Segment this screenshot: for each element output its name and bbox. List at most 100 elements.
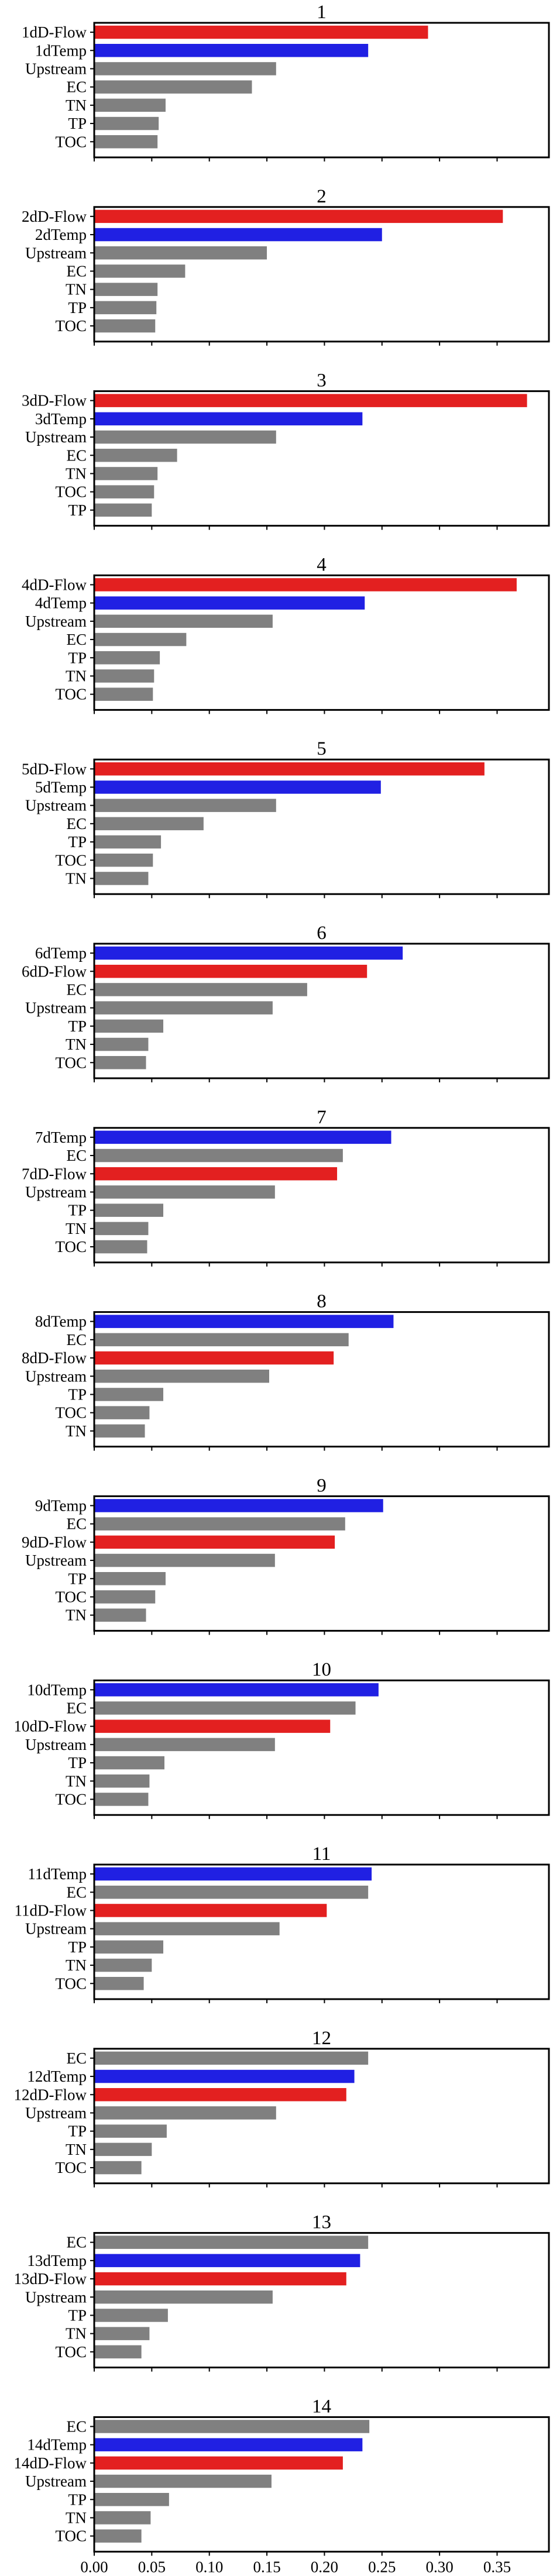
bar-tn — [94, 1037, 149, 1051]
panel-title: 7 — [317, 1107, 327, 1128]
bar-tn — [94, 2511, 151, 2525]
bar-4dd-flow — [94, 578, 517, 591]
category-label: Upstream — [25, 797, 87, 814]
category-label: EC — [66, 2234, 87, 2251]
category-label: TOC — [55, 1054, 87, 1071]
bar-tp — [94, 1203, 164, 1217]
bar-5dd-flow — [94, 762, 485, 776]
bar-6dd-flow — [94, 965, 367, 978]
category-label: EC — [66, 981, 87, 998]
category-label: EC — [66, 446, 87, 464]
panel-frame — [93, 1127, 550, 1264]
bar-toc — [94, 2529, 142, 2543]
bar-1dtemp — [94, 44, 369, 57]
category-label: 11dD-Flow — [14, 1901, 87, 1919]
category-label: TP — [68, 1754, 87, 1772]
category-label: Upstream — [25, 2288, 87, 2306]
bar-6dtemp — [94, 946, 403, 960]
panel-title: 6 — [317, 923, 327, 944]
category-label: TP — [68, 2306, 87, 2324]
bar-2dd-flow — [94, 209, 503, 223]
panel-title: 4 — [317, 554, 327, 575]
category-label: 1dTemp — [35, 42, 87, 59]
category-label: 7dD-Flow — [22, 1165, 87, 1182]
bar-1dd-flow — [94, 25, 428, 39]
category-label: TP — [68, 833, 87, 851]
category-label: TOC — [55, 1588, 87, 1605]
category-label: TP — [68, 2123, 87, 2140]
category-label: 13dD-Flow — [13, 2270, 87, 2288]
category-label: 10dD-Flow — [13, 1718, 87, 1735]
bar-upstream — [94, 1001, 273, 1014]
category-label: TP — [68, 1938, 87, 1956]
category-label: 8dTemp — [35, 1313, 87, 1330]
category-label: TN — [66, 2509, 87, 2526]
category-label: TN — [66, 97, 87, 114]
bar-ec — [94, 1886, 369, 1899]
category-label: TN — [66, 1772, 87, 1790]
category-label: TN — [66, 1607, 87, 1624]
bar-toc — [94, 854, 153, 867]
category-label: Upstream — [25, 1183, 87, 1201]
x-tick-label: 0.05 — [138, 2558, 166, 2575]
category-label: 5dD-Flow — [22, 760, 87, 778]
category-label: TOC — [55, 2159, 87, 2176]
panel-frame — [93, 2416, 550, 2553]
category-label: TN — [66, 1220, 87, 1237]
category-label: 6dD-Flow — [22, 962, 87, 980]
category-label: TP — [68, 299, 87, 317]
panel-frame — [93, 1679, 550, 1816]
bar-tn — [94, 2327, 150, 2340]
category-label: TOC — [55, 1790, 87, 1808]
x-tick-label: 0.15 — [253, 2558, 280, 2575]
category-label: TN — [66, 667, 87, 685]
category-label: TP — [68, 115, 87, 132]
bar-11dtemp — [94, 1867, 372, 1881]
bar-10dd-flow — [94, 1719, 331, 1733]
category-label: Upstream — [25, 1736, 87, 1753]
category-label: Upstream — [25, 999, 87, 1017]
category-label: TN — [66, 1422, 87, 1440]
bar-ec — [94, 1148, 343, 1163]
category-label: EC — [66, 2049, 87, 2067]
bar-toc — [94, 1406, 150, 1419]
category-label: TP — [68, 1017, 87, 1035]
bar-ec — [94, 264, 186, 278]
bar-12dd-flow — [94, 2088, 346, 2102]
panel-frame — [93, 943, 550, 1079]
category-label: TN — [66, 281, 87, 298]
category-label: TOC — [55, 483, 87, 501]
bar-upstream — [94, 614, 273, 628]
bar-12dtemp — [94, 2069, 355, 2083]
bar-2dtemp — [94, 228, 382, 242]
bar-tp — [94, 2309, 168, 2322]
panel-title: 2 — [317, 186, 327, 207]
bar-upstream — [94, 62, 276, 75]
bar-upstream — [94, 2290, 273, 2304]
bar-tp — [94, 1572, 166, 1586]
category-label: 4dTemp — [35, 594, 87, 612]
category-label: 14dTemp — [27, 2436, 87, 2454]
bar-tn — [94, 283, 158, 296]
category-label: 2dTemp — [35, 226, 87, 243]
panel-title: 12 — [312, 2028, 331, 2049]
category-label: TN — [66, 2325, 87, 2343]
category-label: Upstream — [25, 613, 87, 630]
bar-toc — [94, 687, 153, 701]
panel-frame — [93, 574, 550, 711]
bar-tp — [94, 503, 152, 517]
bar-tn — [94, 669, 154, 683]
category-label: 2dD-Flow — [22, 208, 87, 225]
category-label: 4dD-Flow — [22, 576, 87, 593]
bar-tn — [94, 2142, 152, 2157]
bar-ec — [94, 983, 307, 996]
